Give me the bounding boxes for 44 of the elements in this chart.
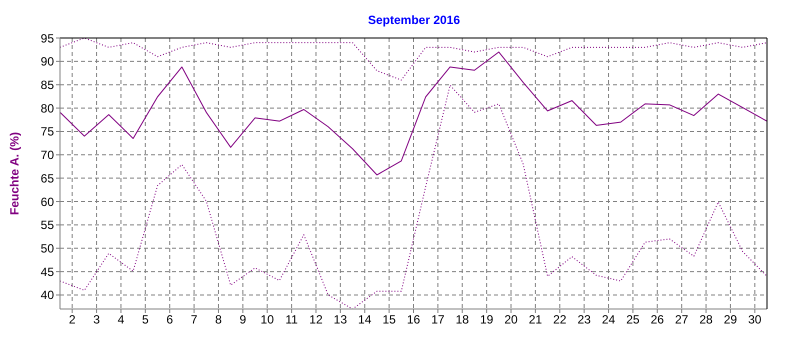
x-tick-label: 21 xyxy=(528,312,542,327)
x-tick-label: 11 xyxy=(285,312,298,327)
x-tick-label: 13 xyxy=(334,312,348,327)
x-tick-label: 15 xyxy=(382,312,396,327)
x-tick-label: 26 xyxy=(650,312,664,327)
y-tick-label: 60 xyxy=(40,194,54,209)
x-tick-label: 22 xyxy=(553,312,567,327)
x-tick-label: 27 xyxy=(674,312,689,327)
x-tick-label: 23 xyxy=(577,312,592,327)
x-tick-label: 29 xyxy=(724,312,738,327)
y-tick-label: 80 xyxy=(40,101,54,116)
x-tick-label: 17 xyxy=(431,312,445,327)
x-tick-label: 24 xyxy=(602,312,616,327)
x-tick-label: 28 xyxy=(699,312,714,327)
y-tick-label: 55 xyxy=(40,218,54,232)
y-tick-label: 70 xyxy=(40,148,54,162)
chart-title: September 2016 xyxy=(366,13,462,27)
x-tick-label: 19 xyxy=(480,312,494,327)
x-tick-label: 9 xyxy=(240,312,246,327)
x-tick-label: 14 xyxy=(358,312,372,327)
y-tick-label: 95 xyxy=(40,31,54,46)
x-tick-label: 10 xyxy=(260,312,274,327)
x-tick-label: 5 xyxy=(142,312,149,327)
y-axis-title: Feuchte A. (%) xyxy=(7,132,22,215)
y-tick-label: 90 xyxy=(40,54,54,69)
x-tick-label: 20 xyxy=(504,312,518,327)
y-tick-label: 40 xyxy=(40,288,54,302)
y-tick-label: 50 xyxy=(40,242,54,256)
y-tick-label: 65 xyxy=(40,171,54,186)
x-tick-label: 3 xyxy=(93,312,100,327)
x-tick-label: 18 xyxy=(456,312,470,327)
y-tick-label: 85 xyxy=(40,78,54,92)
x-tick-label: 8 xyxy=(215,312,222,327)
x-tick-label: 30 xyxy=(748,312,762,327)
x-tick-label: 25 xyxy=(626,312,640,327)
y-tick-label: 75 xyxy=(40,124,54,139)
x-tick-label: 7 xyxy=(190,312,198,327)
y-tick-label: 45 xyxy=(40,264,54,279)
x-tick-label: 16 xyxy=(406,312,420,327)
x-tick-label: 6 xyxy=(166,312,174,327)
x-tick-label: 2 xyxy=(68,312,76,327)
x-tick-label: 12 xyxy=(309,312,323,327)
line-series xyxy=(60,52,767,176)
x-tick-label: 4 xyxy=(118,312,125,327)
